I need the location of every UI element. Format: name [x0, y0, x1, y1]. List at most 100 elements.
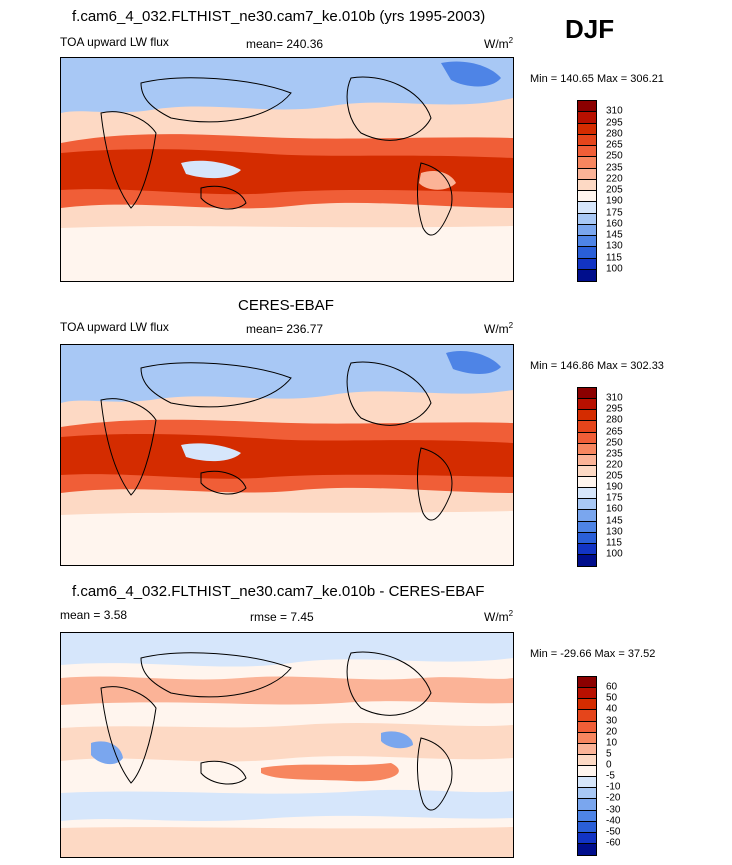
colorbar-tick-label: -50 [606, 826, 621, 838]
colorbar-swatch [578, 754, 596, 766]
panel2-mean: mean= 236.77 [246, 322, 324, 336]
colorbar-swatch [578, 213, 596, 225]
colorbar-swatch [578, 543, 596, 555]
panel3-mean: mean = 3.58 [60, 608, 128, 622]
colorbar-tick-label: 10 [606, 737, 618, 749]
colorbar-tick-label: 295 [606, 117, 623, 128]
colorbar-tick-label: 0 [606, 759, 612, 771]
colorbar-swatch [578, 202, 596, 214]
panel3-map [60, 632, 514, 858]
panel1-variable: TOA upward LW flux [60, 35, 169, 49]
panel1-minmax: Min = 140.65 Max = 306.21 [530, 73, 664, 85]
colorbar-tick-label: 235 [606, 448, 623, 460]
panel2-variable: TOA upward LW flux [60, 320, 169, 334]
colorbar-tick-label: 235 [606, 162, 623, 173]
panel3-minmax: Min = -29.66 Max = 37.52 [530, 648, 656, 660]
colorbar-swatch [578, 477, 596, 489]
colorbar-tick-label: 280 [606, 414, 623, 426]
colorbar-swatch [578, 134, 596, 146]
panel2-colorbar [577, 387, 597, 567]
panel2-units: W/m2 [484, 321, 514, 336]
colorbar-tick-label: 30 [606, 715, 618, 726]
colorbar-tick-label: 205 [606, 470, 623, 482]
colorbar-tick-label: 175 [606, 492, 623, 504]
colorbar-swatch [578, 699, 596, 711]
colorbar-swatch [578, 832, 596, 844]
panel2-map [60, 344, 514, 566]
colorbar-tick-label: 295 [606, 403, 623, 415]
colorbar-tick-label: 280 [606, 128, 623, 140]
colorbar-swatch [578, 454, 596, 466]
panel3-colorbar [577, 676, 597, 856]
colorbar-tick-label: 50 [606, 692, 618, 704]
colorbar-tick-label: 205 [606, 184, 623, 196]
colorbar-tick-label: 100 [606, 263, 623, 275]
colorbar-tick-label: 60 [606, 681, 618, 693]
colorbar-tick-label: 265 [606, 426, 623, 437]
colorbar-swatch [578, 521, 596, 533]
colorbar-swatch [578, 732, 596, 744]
colorbar-tick-label: 190 [606, 195, 623, 207]
colorbar-tick-label: -10 [606, 781, 621, 793]
colorbar-tick-label: 5 [606, 748, 612, 760]
colorbar-swatch [578, 191, 596, 203]
colorbar-tick-label: -5 [606, 770, 615, 782]
colorbar-swatch [578, 247, 596, 259]
colorbar-swatch [578, 123, 596, 135]
panel2-minmax: Min = 146.86 Max = 302.33 [530, 360, 664, 372]
colorbar-swatch [578, 843, 596, 855]
colorbar-tick-label: -30 [606, 804, 621, 815]
colorbar-swatch [578, 465, 596, 477]
colorbar-swatch [578, 410, 596, 422]
colorbar-swatch [578, 688, 596, 700]
colorbar-swatch [578, 799, 596, 811]
colorbar-tick-label: -40 [606, 815, 621, 827]
colorbar-swatch [578, 488, 596, 500]
colorbar-tick-label: 40 [606, 703, 618, 715]
colorbar-tick-label: 220 [606, 459, 623, 471]
colorbar-swatch [578, 788, 596, 800]
colorbar-swatch [578, 101, 596, 113]
panel1-map [60, 57, 514, 282]
colorbar-swatch [578, 510, 596, 522]
colorbar-tick-label: 250 [606, 150, 623, 162]
panel1-colorbar [577, 100, 597, 282]
colorbar-swatch [578, 554, 596, 566]
panel1-units: W/m2 [484, 36, 514, 51]
colorbar-swatch [578, 179, 596, 191]
colorbar-tick-label: 250 [606, 437, 623, 449]
colorbar-swatch [578, 443, 596, 455]
colorbar-tick-label: 160 [606, 503, 623, 515]
colorbar-swatch [578, 157, 596, 169]
colorbar-swatch [578, 399, 596, 411]
colorbar-swatch [578, 721, 596, 733]
colorbar-tick-label: 310 [606, 392, 623, 404]
colorbar-swatch [578, 224, 596, 236]
panel3-units: W/m2 [484, 609, 514, 624]
colorbar-swatch [578, 810, 596, 822]
panel1-title: f.cam6_4_032.FLTHIST_ne30.cam7_ke.010b (… [72, 8, 486, 25]
colorbar-swatch [578, 258, 596, 270]
colorbar-tick-label: 100 [606, 548, 623, 560]
panel3-rmse: rmse = 7.45 [250, 610, 314, 624]
colorbar-tick-label: 190 [606, 481, 623, 493]
colorbar-tick-label: 130 [606, 526, 623, 538]
colorbar-swatch [578, 743, 596, 755]
colorbar-tick-label: 145 [606, 229, 623, 241]
colorbar-swatch [578, 777, 596, 789]
colorbar-swatch [578, 269, 596, 281]
panel1-mean: mean= 240.36 [246, 37, 324, 51]
colorbar-tick-label: 115 [606, 537, 622, 549]
colorbar-swatch [578, 821, 596, 833]
colorbar-swatch [578, 168, 596, 180]
colorbar-tick-label: -20 [606, 792, 621, 804]
colorbar-tick-label: 310 [606, 105, 623, 117]
colorbar-swatch [578, 432, 596, 444]
season-label: DJF [565, 14, 615, 44]
colorbar-tick-label: 130 [606, 240, 623, 252]
colorbar-swatch [578, 766, 596, 778]
colorbar-tick-label: 265 [606, 139, 623, 151]
colorbar-swatch [578, 236, 596, 248]
colorbar-swatch [578, 710, 596, 722]
colorbar-swatch [578, 499, 596, 511]
